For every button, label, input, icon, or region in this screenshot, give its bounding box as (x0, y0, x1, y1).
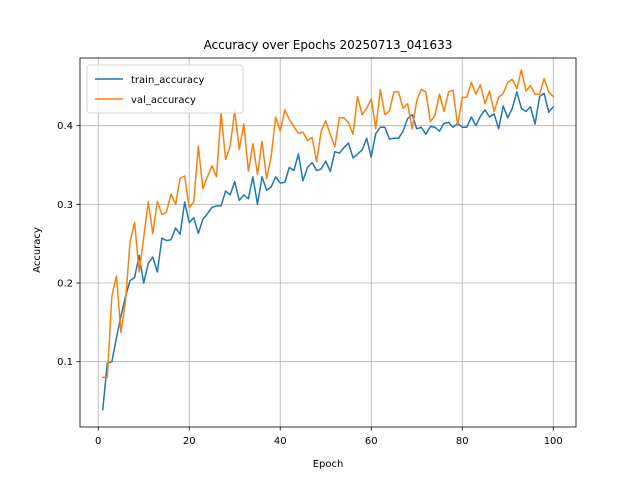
plot-frame (79, 57, 577, 428)
y-tick-label: 0.1 (57, 357, 73, 368)
legend-box (86, 64, 244, 114)
y-tick-label: 0.3 (57, 200, 73, 211)
x-tick-label: 100 (544, 436, 563, 447)
series-layer (101, 69, 555, 411)
chart-title: Accuracy over Epochs 20250713_041633 (204, 38, 453, 52)
legend: train_accuracy val_accuracy (86, 64, 244, 114)
series-line-val-accuracy (102, 69, 555, 379)
legend-label: val_accuracy (131, 95, 196, 106)
x-tick-label: 60 (365, 436, 378, 447)
axis-ticks: 0 20 40 60 80 100 0.1 0.2 0.3 0.4 (57, 121, 563, 447)
series-line-train-accuracy (101, 91, 555, 411)
y-tick-label: 0.4 (57, 121, 73, 132)
x-tick-label: 80 (456, 436, 469, 447)
x-tick-label: 20 (183, 436, 196, 447)
x-tick-label: 40 (274, 436, 287, 447)
y-axis-title: Accuracy (32, 227, 43, 273)
x-tick-label: 0 (95, 436, 101, 447)
y-tick-label: 0.2 (57, 279, 73, 290)
x-axis-title: Epoch (313, 459, 344, 470)
legend-label: train_accuracy (131, 75, 204, 86)
